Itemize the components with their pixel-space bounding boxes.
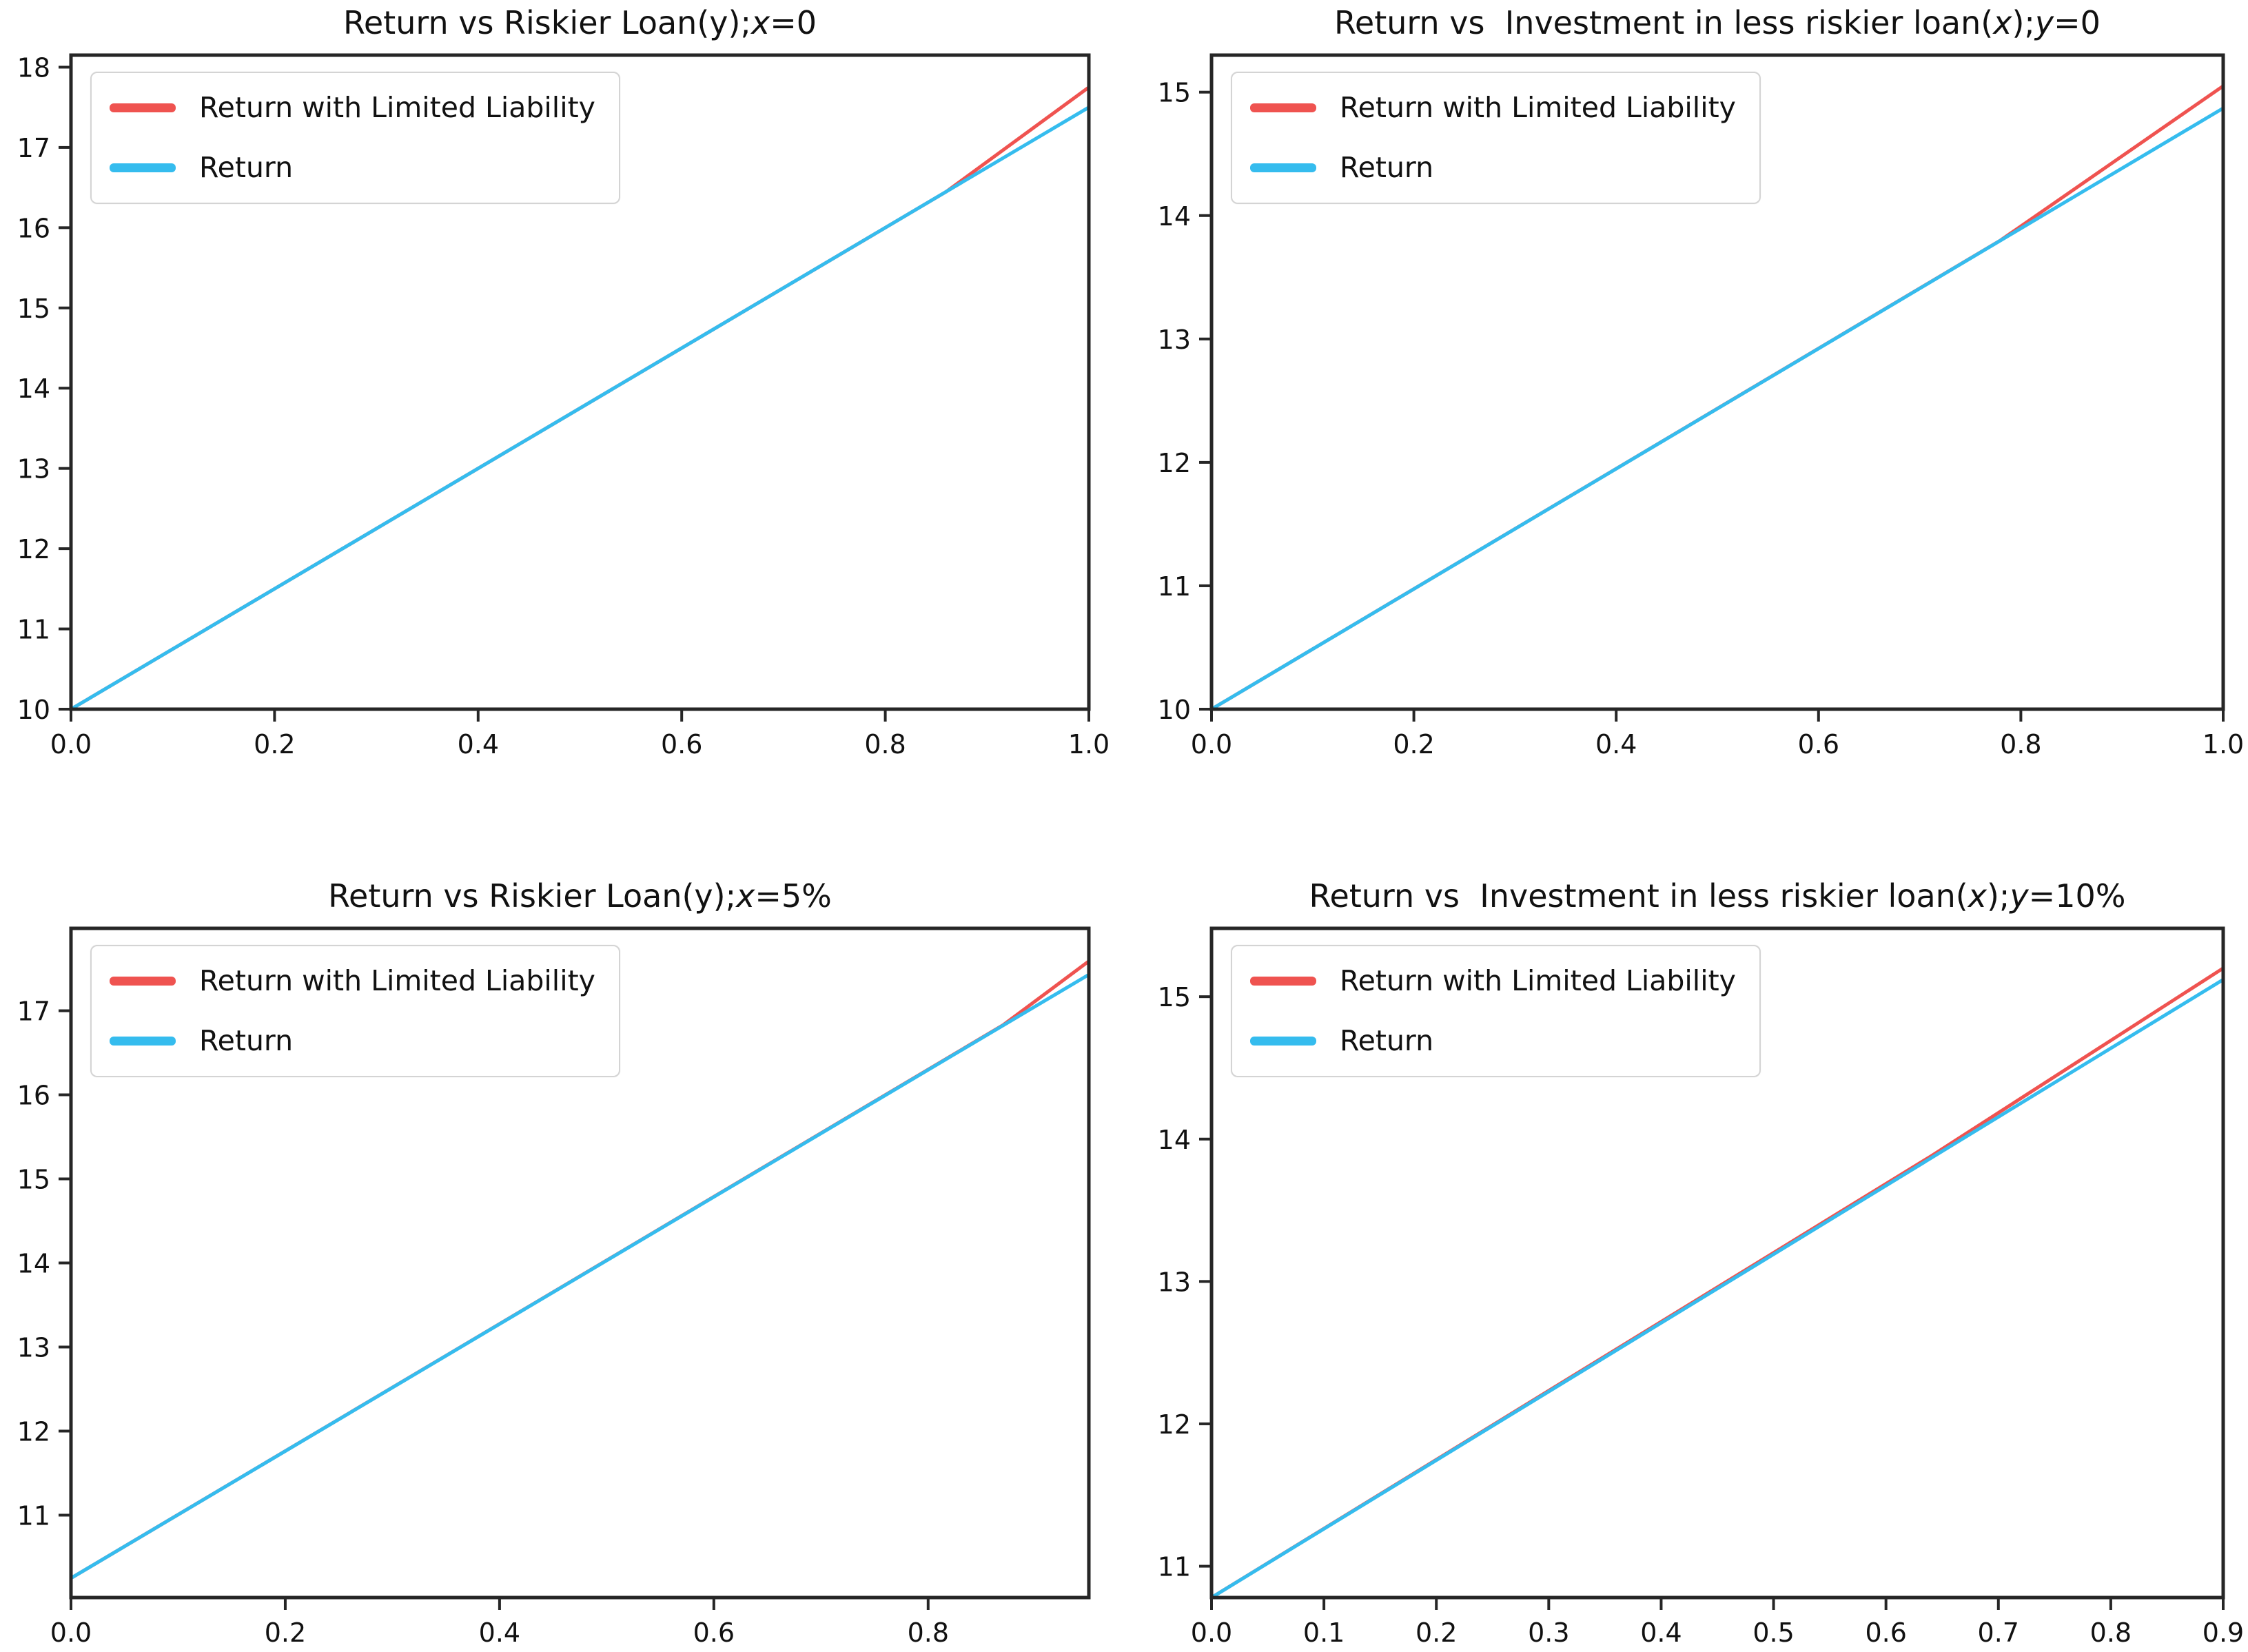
svg-text:0.0: 0.0 xyxy=(50,1618,92,1648)
legend-line-blue-swatch xyxy=(110,1037,176,1046)
svg-text:12: 12 xyxy=(1158,448,1191,478)
svg-text:0.4: 0.4 xyxy=(479,1618,520,1648)
legend-line-red-swatch xyxy=(1250,977,1316,986)
svg-text:0.7: 0.7 xyxy=(1978,1618,2019,1648)
svg-text:0.6: 0.6 xyxy=(1865,1618,1906,1648)
svg-text:0.2: 0.2 xyxy=(1416,1618,1457,1648)
legend-label: Return xyxy=(1340,1024,1434,1058)
legend-1: Return with Limited Liability Return xyxy=(1231,72,1761,205)
svg-text:11: 11 xyxy=(1158,571,1191,602)
svg-text:1.0: 1.0 xyxy=(1068,729,1110,759)
svg-text:13: 13 xyxy=(1158,1267,1191,1297)
svg-text:10: 10 xyxy=(17,695,50,725)
legend-item-return: Return xyxy=(1250,1024,1736,1058)
legend-item-return: Return xyxy=(110,1024,595,1058)
legend-item-limited-liability: Return with Limited Liability xyxy=(110,91,595,125)
svg-text:0.3: 0.3 xyxy=(1528,1618,1569,1648)
svg-text:15: 15 xyxy=(1158,78,1191,108)
svg-text:0.0: 0.0 xyxy=(1191,729,1232,759)
svg-text:0.8: 0.8 xyxy=(864,729,906,759)
svg-text:15: 15 xyxy=(17,294,50,324)
svg-text:0.8: 0.8 xyxy=(2090,1618,2132,1648)
svg-text:0.6: 0.6 xyxy=(693,1618,735,1648)
svg-text:0.5: 0.5 xyxy=(1753,1618,1794,1648)
svg-text:14: 14 xyxy=(17,374,50,404)
legend-label: Return xyxy=(1340,151,1434,185)
legend-line-red-swatch xyxy=(110,103,176,113)
svg-text:17: 17 xyxy=(17,133,50,163)
legend-2: Return with Limited Liability Return xyxy=(90,945,620,1078)
svg-text:0.0: 0.0 xyxy=(50,729,92,759)
svg-text:14: 14 xyxy=(1158,201,1191,232)
svg-text:0.6: 0.6 xyxy=(661,729,702,759)
svg-text:0.1: 0.1 xyxy=(1303,1618,1345,1648)
legend-label: Return with Limited Liability xyxy=(199,91,595,124)
svg-text:0.0: 0.0 xyxy=(1191,1618,1232,1648)
svg-text:18: 18 xyxy=(17,52,50,83)
legend-item-return: Return xyxy=(110,151,595,185)
svg-text:11: 11 xyxy=(17,615,50,645)
legend-item-limited-liability: Return with Limited Liability xyxy=(1250,91,1736,125)
svg-text:10: 10 xyxy=(1158,695,1191,725)
svg-text:12: 12 xyxy=(17,534,50,564)
legend-label: Return with Limited Liability xyxy=(199,964,595,997)
legend-line-blue-swatch xyxy=(1250,1037,1316,1046)
legend-3: Return with Limited Liability Return xyxy=(1231,945,1761,1078)
svg-text:0.2: 0.2 xyxy=(265,1618,306,1648)
svg-text:13: 13 xyxy=(1158,325,1191,355)
svg-text:11: 11 xyxy=(1158,1552,1191,1582)
legend-label: Return xyxy=(199,1024,294,1058)
svg-text:16: 16 xyxy=(17,213,50,243)
legend-label: Return with Limited Liability xyxy=(1340,964,1736,997)
subplot-title-2: Return vs Riskier Loan(y);x=5% xyxy=(328,877,832,915)
legend-line-red-swatch xyxy=(1250,103,1316,113)
legend-line-blue-swatch xyxy=(1250,163,1316,173)
svg-text:12: 12 xyxy=(17,1416,50,1447)
svg-text:0.8: 0.8 xyxy=(2000,729,2041,759)
subplot-title-3: Return vs Investment in less riskier loa… xyxy=(1309,877,2126,915)
svg-text:0.4: 0.4 xyxy=(1640,1618,1682,1648)
legend-item-limited-liability: Return with Limited Liability xyxy=(110,964,595,998)
legend-item-limited-liability: Return with Limited Liability xyxy=(1250,964,1736,998)
svg-text:0.8: 0.8 xyxy=(908,1618,949,1648)
svg-text:0.6: 0.6 xyxy=(1798,729,1839,759)
svg-text:16: 16 xyxy=(17,1081,50,1111)
svg-text:15: 15 xyxy=(1158,982,1191,1012)
svg-text:0.9: 0.9 xyxy=(2203,1618,2244,1648)
legend-0: Return with Limited Liability Return xyxy=(90,72,620,205)
svg-text:0.4: 0.4 xyxy=(458,729,499,759)
svg-text:11: 11 xyxy=(17,1500,50,1531)
legend-item-return: Return xyxy=(1250,151,1736,185)
svg-text:12: 12 xyxy=(1158,1409,1191,1440)
svg-text:0.4: 0.4 xyxy=(1595,729,1637,759)
svg-text:13: 13 xyxy=(17,1332,50,1363)
svg-text:13: 13 xyxy=(17,454,50,485)
svg-text:14: 14 xyxy=(1158,1125,1191,1155)
legend-line-red-swatch xyxy=(110,977,176,986)
legend-line-blue-swatch xyxy=(110,163,176,173)
subplot-title-0: Return vs Riskier Loan(y);x=0 xyxy=(343,4,817,41)
svg-text:15: 15 xyxy=(17,1165,50,1195)
svg-text:0.2: 0.2 xyxy=(1393,729,1434,759)
legend-label: Return xyxy=(199,151,294,185)
subplot-title-1: Return vs Investment in less riskier loa… xyxy=(1334,4,2101,41)
svg-text:0.2: 0.2 xyxy=(254,729,295,759)
svg-text:1.0: 1.0 xyxy=(2203,729,2244,759)
svg-text:14: 14 xyxy=(17,1249,50,1279)
legend-label: Return with Limited Liability xyxy=(1340,91,1736,124)
svg-text:17: 17 xyxy=(17,997,50,1027)
